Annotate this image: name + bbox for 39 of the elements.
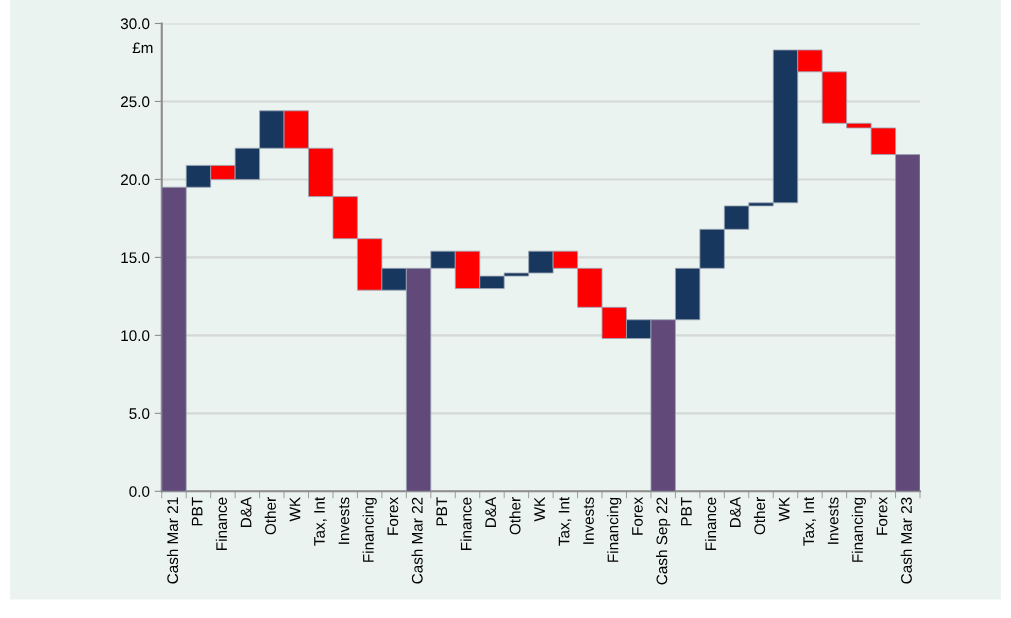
x-tick-label: Invests — [583, 497, 594, 544]
x-tick-label: Tax, Int — [803, 496, 816, 546]
x-tick-label: Invests — [827, 497, 839, 544]
x-tick-label: D&A — [240, 496, 252, 528]
x-tick-label: Financing — [362, 497, 377, 562]
x-tick-label: D&A — [485, 496, 497, 528]
x-tick-label: D&A — [729, 496, 741, 528]
y-tick-label: 15.0 — [121, 252, 150, 264]
x-tick-label: Cash Sep 22 — [656, 497, 671, 585]
x-tick-label: Invests — [338, 497, 350, 544]
x-tick-label: Forex — [632, 497, 643, 535]
x-tick-label: WK — [289, 497, 301, 522]
x-tick-label: Cash Mar 22 — [411, 497, 423, 584]
x-tick-label: Financing — [851, 497, 866, 562]
x-tick-label: Other — [509, 497, 521, 535]
x-tick-label: WK — [778, 497, 790, 522]
x-tick-label: Other — [753, 497, 766, 535]
x-tick-label: Forex — [387, 497, 399, 535]
y-axis-title: £m — [132, 42, 153, 54]
x-tick-label: Forex — [876, 497, 888, 535]
x-tick-label: Other — [264, 497, 276, 535]
x-tick-label: PBT — [191, 497, 203, 526]
y-tick-label: 5.0 — [129, 408, 150, 420]
y-tick-label: 20.0 — [120, 174, 150, 186]
x-tick-label: Cash Mar 23 — [900, 497, 912, 584]
x-tick-label: Tax, Int — [558, 496, 572, 546]
y-tick-label: 0.0 — [129, 486, 150, 497]
y-tick-label: 25.0 — [120, 96, 150, 108]
y-tick-label: 10.0 — [121, 330, 150, 342]
x-tick-label: WK — [534, 497, 545, 522]
x-tick-label: PBT — [681, 497, 692, 526]
x-tick-label: Cash Mar 21 — [166, 497, 179, 584]
x-tick-label: Finance — [460, 497, 472, 550]
y-tick-label: 30.0 — [120, 18, 150, 30]
x-tick-label: PBT — [436, 497, 447, 526]
x-tick-label: Finance — [215, 497, 228, 550]
x-tick-label: Financing — [607, 497, 622, 562]
x-tick-label: Finance — [704, 497, 717, 550]
x-tick-label: Tax, Int — [314, 496, 327, 546]
